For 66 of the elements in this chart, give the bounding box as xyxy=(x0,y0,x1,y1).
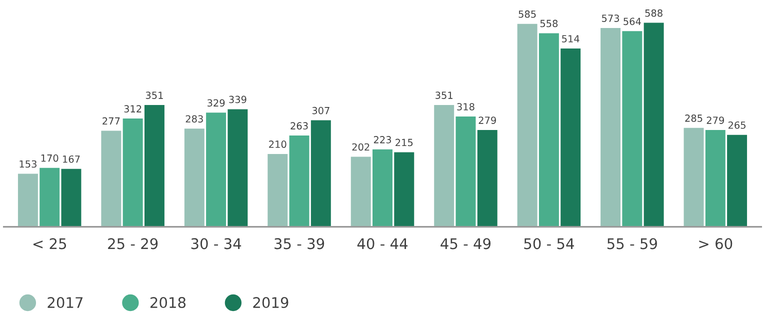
x-tick-label: 35 - 39 xyxy=(274,238,324,250)
data-label: 263 xyxy=(290,122,308,130)
x-tick-label: 40 - 44 xyxy=(357,238,408,250)
x-tick-label: 50 - 54 xyxy=(524,238,574,250)
data-label: 277 xyxy=(102,117,120,125)
data-label: 153 xyxy=(20,160,36,168)
data-label: 564 xyxy=(624,18,641,26)
data-label: 318 xyxy=(457,103,474,110)
data-label: 573 xyxy=(602,14,620,22)
bar xyxy=(228,109,248,227)
data-label: 339 xyxy=(229,96,246,104)
data-label: 307 xyxy=(312,106,330,114)
data-label: 558 xyxy=(540,20,558,28)
data-label: 588 xyxy=(645,9,662,17)
bar xyxy=(600,28,621,227)
data-label: 279 xyxy=(478,116,496,124)
data-label: 351 xyxy=(146,92,163,99)
bar xyxy=(289,136,310,227)
bar xyxy=(705,130,726,227)
x-tick-label: 25 - 29 xyxy=(108,238,158,250)
legend-label: 2018 xyxy=(150,297,186,308)
data-label: 351 xyxy=(436,92,452,99)
bar xyxy=(372,149,392,227)
bar xyxy=(350,156,371,227)
bar xyxy=(727,134,748,227)
bar xyxy=(434,105,454,227)
bar xyxy=(310,120,331,227)
data-label: 279 xyxy=(706,116,724,124)
bar xyxy=(622,31,642,227)
bar xyxy=(684,128,704,227)
data-label: 215 xyxy=(396,138,413,146)
x-tick-label: 55 - 59 xyxy=(607,238,657,250)
bar xyxy=(122,118,143,227)
data-label: 170 xyxy=(41,154,58,162)
bar xyxy=(538,33,559,227)
bar xyxy=(560,48,581,227)
data-label: 312 xyxy=(124,105,142,113)
bar xyxy=(144,105,164,227)
bar xyxy=(184,128,204,227)
data-label: 265 xyxy=(728,121,746,129)
data-label: 585 xyxy=(518,10,536,18)
data-label: 210 xyxy=(269,140,286,148)
bar xyxy=(644,22,664,227)
x-tick-label: < 25 xyxy=(33,238,66,250)
data-label: 329 xyxy=(208,99,225,107)
legend-label: 2019 xyxy=(253,297,288,308)
data-label: 223 xyxy=(374,136,391,144)
bar xyxy=(394,152,414,227)
x-tick-label: 45 - 49 xyxy=(440,238,491,250)
x-tick-label: 30 - 34 xyxy=(191,238,242,250)
data-label: 167 xyxy=(63,155,80,163)
data-label: 202 xyxy=(352,143,370,151)
legend-label: 2017 xyxy=(48,297,83,308)
bar xyxy=(101,130,122,227)
bar xyxy=(456,116,476,227)
data-label: 283 xyxy=(186,115,203,123)
bar xyxy=(268,154,288,227)
bar xyxy=(477,130,498,227)
x-tick-label: > 60 xyxy=(699,238,732,250)
bar xyxy=(517,24,538,227)
data-label: 514 xyxy=(562,35,580,42)
bar xyxy=(18,174,38,227)
bar xyxy=(40,168,60,227)
data-label: 285 xyxy=(685,114,702,122)
bar xyxy=(61,168,82,227)
bar xyxy=(206,112,226,227)
